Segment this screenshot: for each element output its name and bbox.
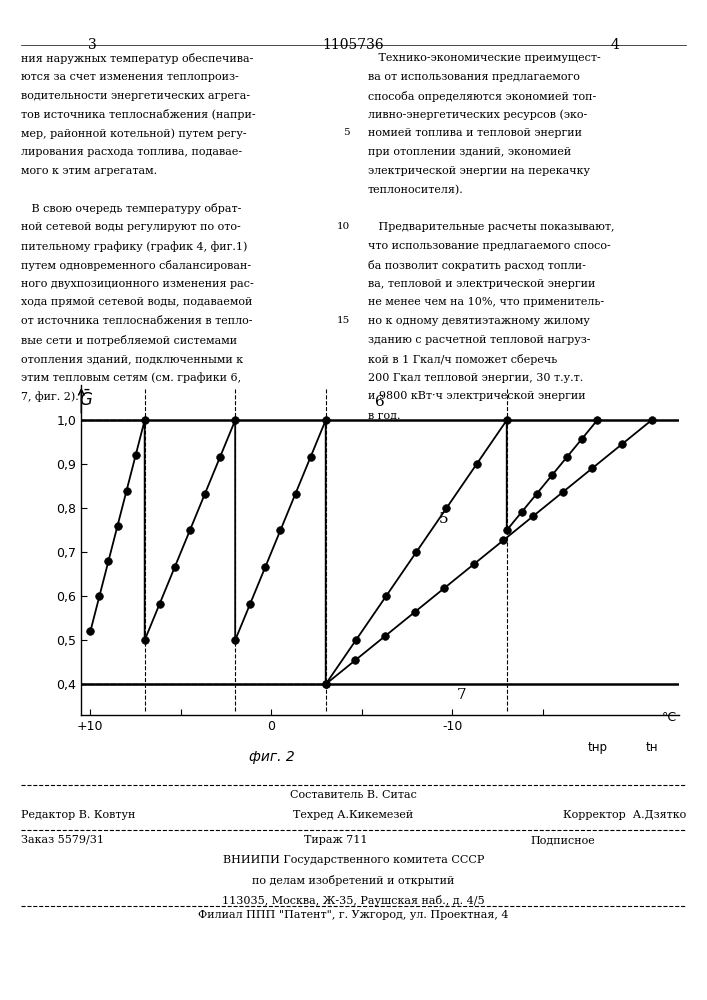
Text: по делам изобретений и открытий: по делам изобретений и открытий [252, 875, 455, 886]
Text: не менее чем на 10%, что применитель-: не менее чем на 10%, что применитель- [368, 297, 604, 307]
Text: этим тепловым сетям (см. графики 6,: этим тепловым сетям (см. графики 6, [21, 373, 241, 383]
Text: ВНИИПИ Государственного комитета СССР: ВНИИПИ Государственного комитета СССР [223, 855, 484, 865]
Text: Корректор  А.Дзятко: Корректор А.Дзятко [563, 810, 686, 820]
Text: лирования расхода топлива, подавае-: лирования расхода топлива, подавае- [21, 147, 243, 157]
Text: 4: 4 [611, 38, 619, 52]
Text: 200 Гкал тепловой энергии, 30 т.у.т.: 200 Гкал тепловой энергии, 30 т.у.т. [368, 373, 583, 383]
Text: $\bar{G}$: $\bar{G}$ [79, 389, 93, 410]
Text: В свою очередь температуру обрат-: В свою очередь температуру обрат- [21, 203, 242, 214]
Text: и 9800 кВт·ч электрической энергии: и 9800 кВт·ч электрической энергии [368, 391, 585, 401]
Text: Тираж 711: Тираж 711 [304, 835, 368, 845]
Text: ливно-энергетических ресурсов (эко-: ливно-энергетических ресурсов (эко- [368, 109, 587, 120]
Text: 5: 5 [438, 512, 448, 526]
Text: водительности энергетических агрега-: водительности энергетических агрега- [21, 91, 250, 101]
Text: 15: 15 [337, 316, 350, 325]
Text: 1105736: 1105736 [322, 38, 385, 52]
Text: ба позволит сократить расход топли-: ба позволит сократить расход топли- [368, 260, 585, 271]
Text: Предварительные расчеты показывают,: Предварительные расчеты показывают, [368, 222, 614, 232]
Text: °C: °C [662, 711, 677, 724]
Text: но к одному девятиэтажному жилому: но к одному девятиэтажному жилому [368, 316, 590, 326]
Text: Подписное: Подписное [530, 835, 595, 845]
Text: tнр: tнр [588, 741, 607, 754]
Text: путем одновременного сбалансирован-: путем одновременного сбалансирован- [21, 260, 251, 271]
Text: 10: 10 [337, 222, 350, 231]
Text: вые сети и потребляемой системами: вые сети и потребляемой системами [21, 335, 238, 346]
Text: кой в 1 Гкал/ч поможет сберечь: кой в 1 Гкал/ч поможет сберечь [368, 354, 557, 365]
Text: Составитель В. Ситас: Составитель В. Ситас [290, 790, 417, 800]
Text: фиг. 2: фиг. 2 [249, 750, 294, 764]
Text: ного двухпозиционного изменения рас-: ного двухпозиционного изменения рас- [21, 279, 254, 289]
Text: ва от использования предлагаемого: ва от использования предлагаемого [368, 72, 580, 82]
Text: в год.: в год. [368, 410, 400, 420]
Text: при отоплении зданий, экономией: при отоплении зданий, экономией [368, 147, 571, 157]
Text: 113035, Москва, Ж-35, Раушская наб., д. 4/5: 113035, Москва, Ж-35, Раушская наб., д. … [222, 895, 485, 906]
Text: 5: 5 [344, 128, 350, 137]
Text: 7: 7 [457, 688, 467, 702]
Text: ва, тепловой и электрической энергии: ва, тепловой и электрической энергии [368, 279, 595, 289]
Text: электрической энергии на перекачку: электрической энергии на перекачку [368, 166, 590, 176]
Text: что использование предлагаемого спосо-: что использование предлагаемого спосо- [368, 241, 610, 251]
Text: ния наружных температур обеспечива-: ния наружных температур обеспечива- [21, 53, 254, 64]
Text: пительному графику (график 4, фиг.1): пительному графику (график 4, фиг.1) [21, 241, 247, 252]
Text: теплоносителя).: теплоносителя). [368, 185, 463, 195]
Text: 7, фиг. 2).: 7, фиг. 2). [21, 391, 79, 402]
Text: Заказ 5579/31: Заказ 5579/31 [21, 835, 104, 845]
Text: хода прямой сетевой воды, подаваемой: хода прямой сетевой воды, подаваемой [21, 297, 252, 307]
Text: Филиал ППП "Патент", г. Ужгород, ул. Проектная, 4: Филиал ППП "Патент", г. Ужгород, ул. Про… [198, 910, 509, 920]
Text: мер, районной котельной) путем регу-: мер, районной котельной) путем регу- [21, 128, 247, 139]
Text: отопления зданий, подключенными к: отопления зданий, подключенными к [21, 354, 243, 364]
Text: от источника теплоснабжения в тепло-: от источника теплоснабжения в тепло- [21, 316, 252, 326]
Text: тов источника теплоснабжения (напри-: тов источника теплоснабжения (напри- [21, 109, 256, 120]
Text: 6: 6 [375, 395, 385, 409]
Text: номией топлива и тепловой энергии: номией топлива и тепловой энергии [368, 128, 582, 138]
Text: мого к этим агрегатам.: мого к этим агрегатам. [21, 166, 158, 176]
Text: ной сетевой воды регулируют по ото-: ной сетевой воды регулируют по ото- [21, 222, 241, 232]
Text: 3: 3 [88, 38, 96, 52]
Text: ются за счет изменения теплопроиз-: ются за счет изменения теплопроиз- [21, 72, 239, 82]
Text: зданию с расчетной тепловой нагруз-: зданию с расчетной тепловой нагруз- [368, 335, 590, 345]
Text: Техред А.Кикемезей: Техред А.Кикемезей [293, 810, 414, 820]
Text: tн: tн [645, 741, 658, 754]
Text: Технико-экономические преимущест-: Технико-экономические преимущест- [368, 53, 600, 63]
Text: способа определяются экономией топ-: способа определяются экономией топ- [368, 91, 596, 102]
Text: Редактор В. Ковтун: Редактор В. Ковтун [21, 810, 136, 820]
